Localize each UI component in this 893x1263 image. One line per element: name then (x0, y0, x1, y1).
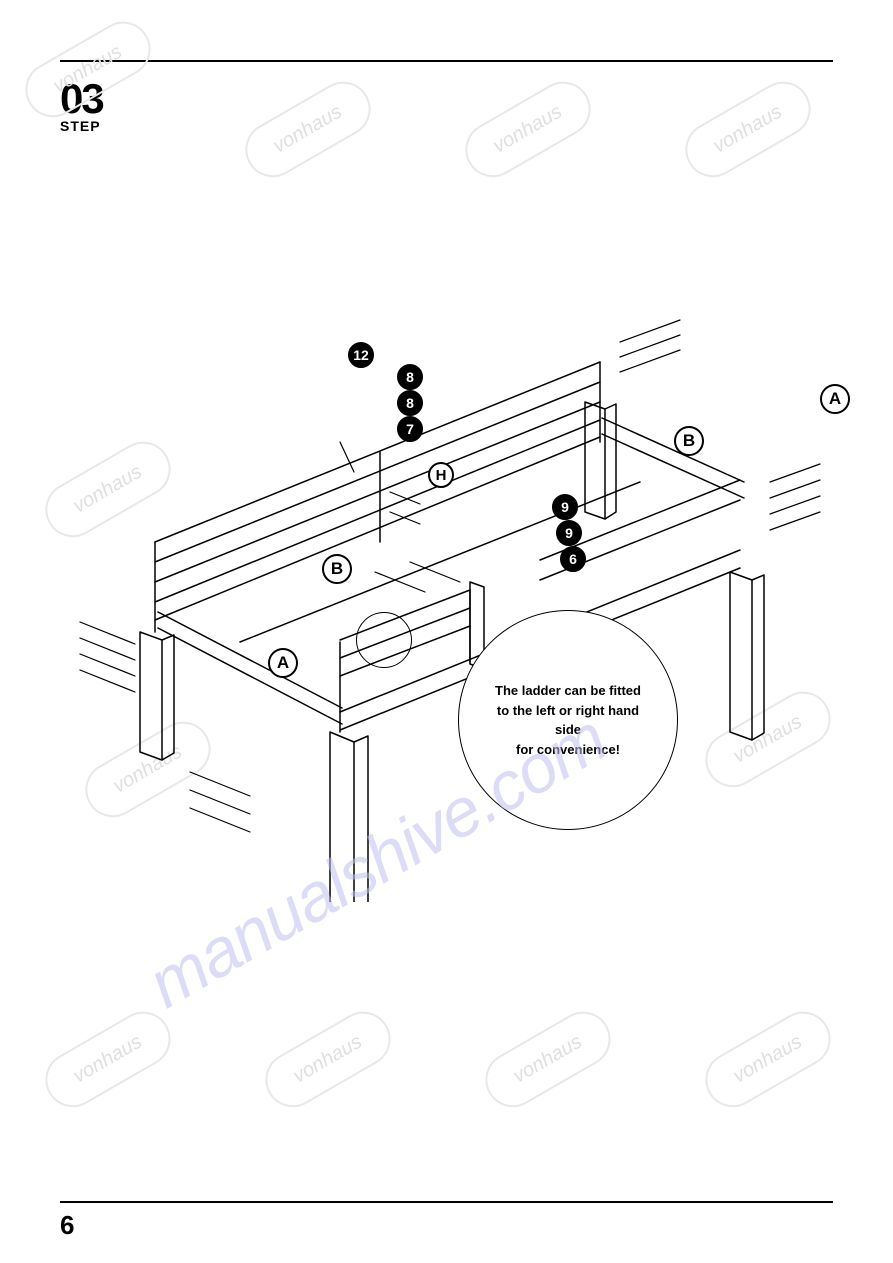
note-bubble: The ladder can be fitted to the left or … (458, 610, 678, 830)
detail-leader-circle (356, 612, 412, 668)
assembly-diagram (40, 202, 860, 902)
callout-7: 7 (397, 416, 423, 442)
watermark-pill: vonhaus (255, 1002, 400, 1117)
page-frame: 03 STEP vonhaus vonhaus vonhaus vonhaus … (60, 60, 833, 1203)
page-number: 6 (60, 1210, 74, 1241)
callout-8: 8 (397, 364, 423, 390)
watermark-pill: vonhaus (675, 72, 820, 187)
watermark-pill: vonhaus (455, 72, 600, 187)
watermark-pill: vonhaus (235, 72, 380, 187)
callout-6: 6 (560, 546, 586, 572)
watermark-pill: vonhaus (475, 1002, 620, 1117)
callout-A: A (268, 648, 298, 678)
callout-9: 9 (556, 520, 582, 546)
callout-9: 9 (552, 494, 578, 520)
note-line: for convenience! (516, 742, 620, 757)
step-label: STEP (60, 118, 103, 134)
callout-12: 12 (348, 342, 374, 368)
note-line: The ladder can be fitted (495, 683, 641, 698)
note-text: The ladder can be fitted to the left or … (489, 681, 647, 759)
callout-8: 8 (397, 390, 423, 416)
callout-H: H (428, 462, 454, 488)
watermark-pill: vonhaus (35, 1002, 180, 1117)
callout-B: B (322, 554, 352, 584)
callout-B: B (674, 426, 704, 456)
note-line: to the left or right hand side (497, 703, 639, 738)
step-header: 03 STEP (60, 80, 103, 134)
callout-A: A (820, 384, 850, 414)
watermark-pill: vonhaus (695, 1002, 840, 1117)
step-number: 03 (60, 80, 103, 118)
